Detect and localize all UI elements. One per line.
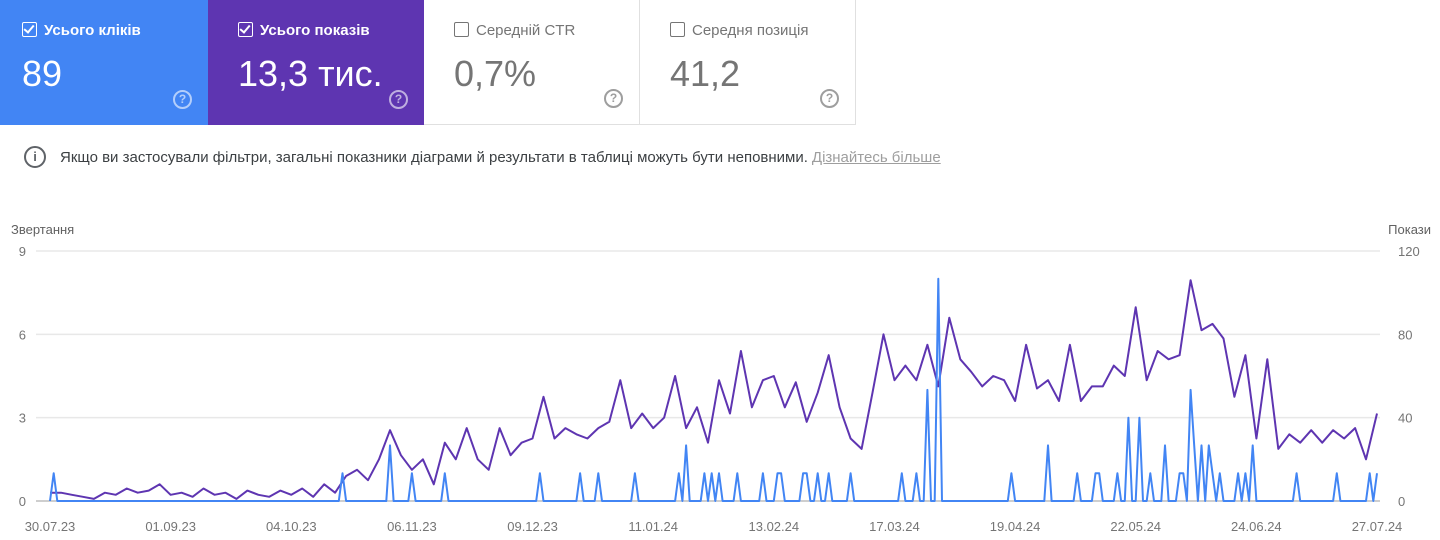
card-value: 13,3 тис. bbox=[238, 53, 383, 94]
card-average-ctr[interactable]: Середній CTR 0,7% ? bbox=[424, 0, 640, 125]
checkbox-icon[interactable] bbox=[238, 22, 253, 37]
x-tick-label: 06.11.23 bbox=[387, 519, 437, 534]
right-tick-label: 0 bbox=[1398, 494, 1405, 509]
x-tick-label: 22.05.24 bbox=[1110, 519, 1161, 534]
right-tick-label: 80 bbox=[1398, 327, 1412, 342]
x-tick-label: 13.02.24 bbox=[749, 519, 800, 534]
right-tick-label: 40 bbox=[1398, 411, 1412, 426]
x-tick-label: 01.09.23 bbox=[145, 519, 196, 534]
left-tick-label: 6 bbox=[19, 327, 26, 342]
card-value: 0,7% bbox=[454, 53, 537, 94]
card-total-clicks[interactable]: Усього кліків 89 ? bbox=[0, 0, 208, 125]
x-tick-label: 09.12.23 bbox=[507, 519, 558, 534]
checkbox-icon[interactable] bbox=[454, 22, 469, 37]
card-value: 41,2 bbox=[670, 53, 741, 94]
notice-text: Якщо ви застосували фільтри, загальні по… bbox=[60, 148, 808, 166]
card-label: Усього показів bbox=[260, 22, 370, 39]
x-tick-label: 24.06.24 bbox=[1231, 519, 1282, 534]
help-icon[interactable]: ? bbox=[389, 90, 408, 109]
card-value: 89 bbox=[22, 53, 63, 94]
metric-cards: Усього кліків 89 ? Усього показів 13,3 т… bbox=[0, 0, 856, 125]
card-total-impressions[interactable]: Усього показів 13,3 тис. ? bbox=[208, 0, 424, 125]
right-axis-title: Покази bbox=[1388, 222, 1431, 237]
info-icon: i bbox=[24, 146, 46, 168]
x-tick-label: 11.01.24 bbox=[628, 519, 678, 534]
right-tick-label: 120 bbox=[1398, 244, 1420, 259]
x-tick-label: 17.03.24 bbox=[869, 519, 920, 534]
filter-notice: i Якщо ви застосували фільтри, загальні … bbox=[24, 146, 941, 168]
left-tick-label: 9 bbox=[19, 244, 26, 259]
left-tick-label: 0 bbox=[19, 494, 26, 509]
card-label: Усього кліків bbox=[44, 22, 141, 39]
x-tick-label: 30.07.23 bbox=[25, 519, 76, 534]
x-tick-label: 27.07.24 bbox=[1352, 519, 1403, 534]
card-average-position[interactable]: Середня позиція 41,2 ? bbox=[640, 0, 856, 125]
left-tick-label: 3 bbox=[19, 411, 26, 426]
x-tick-label: 19.04.24 bbox=[990, 519, 1041, 534]
help-icon[interactable]: ? bbox=[604, 89, 623, 108]
impressions-line bbox=[50, 279, 1378, 500]
left-axis-title: Звертання bbox=[11, 222, 75, 237]
checkbox-icon[interactable] bbox=[670, 22, 685, 37]
x-tick-label: 04.10.23 bbox=[266, 519, 317, 534]
checkbox-icon[interactable] bbox=[22, 22, 37, 37]
help-icon[interactable]: ? bbox=[173, 90, 192, 109]
card-label: Середня позиція bbox=[692, 22, 809, 39]
help-icon[interactable]: ? bbox=[820, 89, 839, 108]
clicks-line bbox=[49, 277, 1378, 502]
learn-more-link[interactable]: Дізнайтесь більше bbox=[811, 148, 941, 166]
card-label: Середній CTR bbox=[476, 22, 576, 39]
